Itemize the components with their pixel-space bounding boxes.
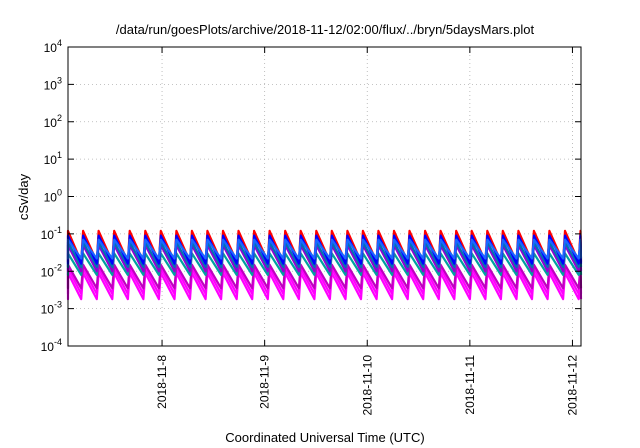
x-tick-label: 2018-11-9 — [258, 355, 272, 409]
series-lines — [66, 229, 583, 301]
chart-title: /data/run/goesPlots/archive/2018-11-12/0… — [116, 22, 535, 37]
x-axis-ticks: 2018-11-8 2018-11-9 2018-11-10 2018-11-11 20… — [155, 47, 579, 416]
y-tick-label: 100 — [44, 188, 62, 205]
x-tick-label: 2018-11-8 — [155, 355, 169, 409]
y-tick-label: 10-4 — [41, 337, 62, 354]
y-tick-label: 102 — [44, 113, 62, 130]
x-tick-label: 2018-11-12 — [565, 355, 579, 416]
y-tick-label: 103 — [44, 75, 62, 92]
series-line — [66, 238, 583, 260]
y-tick-label: 10-2 — [41, 262, 62, 279]
y-tick-label: 10-3 — [41, 300, 62, 317]
y-axis-label: cSv/day — [16, 173, 31, 220]
y-tick-label: 101 — [44, 150, 62, 167]
x-tick-label: 2018-11-10 — [360, 355, 374, 416]
x-tick-label: 2018-11-11 — [463, 355, 477, 415]
y-tick-label: 104 — [44, 38, 62, 55]
y-axis-ticks: 10-4 10-3 10-2 10-1 100 101 102 103 104 — [41, 38, 581, 354]
y-tick-label: 10-1 — [41, 225, 62, 242]
grid-lines — [68, 47, 581, 346]
x-axis-label: Coordinated Universal Time (UTC) — [225, 430, 424, 445]
